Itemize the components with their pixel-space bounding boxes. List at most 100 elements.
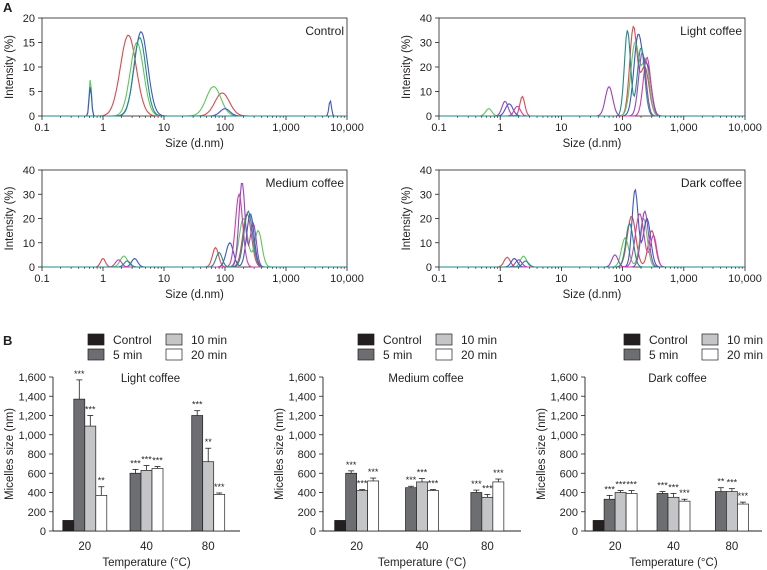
significance-label: ***: [406, 475, 417, 485]
x-tick-label: 10: [555, 273, 567, 285]
dls-chart-medium-coffee: 0.1 1 10 100 1,000 10,000 0 10 20 30 40 Size (d.nm)…: [4, 165, 364, 301]
significance-label: ***: [141, 455, 152, 465]
bar: [84, 425, 97, 532]
y-tick-label: 5: [29, 87, 35, 99]
series-line-3: [42, 31, 347, 117]
series-line-3: [439, 188, 745, 268]
x-tick-label: 10,000: [728, 122, 762, 134]
y-tick-label: 1,600: [18, 372, 46, 384]
x-tick-label: 0.1: [431, 122, 446, 134]
chart-title: Control: [305, 24, 344, 38]
series-line-1: [42, 212, 347, 268]
series-line-2: [42, 217, 347, 268]
chart-title: Light coffee: [121, 373, 180, 385]
significance-label: ***: [738, 491, 749, 501]
x-tick-label: 100: [216, 273, 234, 285]
y-tick-label: 0: [426, 111, 432, 123]
legend-label-control: Control: [113, 333, 152, 347]
y-tick-label: 30: [420, 189, 432, 201]
series-line-6: [42, 210, 347, 268]
legend-label-min5: 5 min: [383, 348, 412, 362]
legend-swatch-min5: [623, 348, 641, 361]
significance-label: ***: [727, 478, 738, 488]
x-tick-label: 40: [416, 541, 429, 553]
y-tick-label: 200: [28, 507, 46, 519]
y-tick-label: 400: [28, 488, 46, 500]
panel-b-label: B: [3, 333, 12, 348]
x-axis-label: Size (d.nm): [563, 289, 622, 301]
y-tick-label: 15: [23, 38, 35, 50]
x-axis-label: Temperature (°C): [378, 557, 466, 569]
x-tick-label: 20: [609, 541, 622, 553]
legend-swatch-min20: [165, 348, 183, 361]
y-tick-label: 600: [560, 468, 578, 480]
legend-swatch-min10: [435, 333, 453, 346]
significance-label: ***: [152, 456, 163, 466]
significance-label: ***: [615, 480, 626, 490]
y-tick-label: 0: [29, 262, 35, 274]
y-tick-label: 30: [23, 189, 35, 201]
chart-title: Dark coffee: [648, 373, 707, 385]
series-line-2: [439, 40, 745, 117]
x-tick-label: 10,000: [728, 273, 762, 285]
series-line-6: [439, 30, 745, 117]
bar: [726, 491, 738, 532]
series-line-5: [439, 56, 745, 117]
legend-swatch-control: [357, 333, 375, 346]
y-tick-label: 1,000: [288, 430, 316, 442]
y-tick-label: 40: [23, 165, 35, 177]
legend-label-min10: 10 min: [191, 333, 227, 347]
bar: [367, 480, 380, 532]
bar: [202, 461, 215, 532]
bar: [416, 481, 428, 532]
bar: [737, 503, 749, 532]
series-line-4: [42, 36, 347, 117]
y-tick-label: 0: [29, 111, 35, 123]
y-tick-label: 10: [23, 238, 35, 250]
x-tick-label: 1,000: [272, 273, 300, 285]
dls-chart-light-coffee: 0.1 1 10 100 1,000 10,000 0 10 20 30 40 Size (d.nm)…: [401, 13, 762, 150]
legend-swatch-min10: [701, 333, 719, 346]
bar: [129, 472, 142, 532]
legend-label-min20: 20 min: [191, 348, 227, 362]
y-tick-label: 40: [420, 165, 432, 177]
dls-chart-dark-coffee: 0.1 1 10 100 1,000 10,000 0 10 20 30 40 Size (d.nm)…: [401, 165, 762, 301]
bar: [405, 487, 417, 532]
x-tick-label: 20: [78, 541, 91, 553]
x-tick-label: 40: [667, 541, 680, 553]
x-tick-label: 1,000: [670, 122, 698, 134]
chart-title: Medium coffee: [388, 373, 463, 385]
bar: [614, 492, 627, 532]
y-tick-label: 10: [420, 87, 432, 99]
y-tick-label: 1,400: [18, 391, 46, 403]
bar: [625, 493, 638, 532]
series-line-6: [439, 222, 745, 268]
bar: [667, 496, 680, 532]
y-tick-label: 20: [420, 214, 432, 226]
legend-label-min10: 10 min: [727, 333, 763, 347]
x-tick-label: 1: [497, 273, 503, 285]
x-axis-label: Size (d.nm): [563, 138, 622, 150]
series-line-3: [42, 213, 347, 268]
significance-label: ***: [482, 483, 493, 493]
bar: [213, 494, 226, 532]
legend-label-min20: 20 min: [727, 348, 763, 362]
significance-label: ***: [85, 405, 96, 415]
y-tick-label: 1,600: [550, 372, 578, 384]
x-axis-label: Size (d.nm): [165, 138, 224, 150]
significance-label: ***: [346, 460, 357, 470]
legend-label-control: Control: [383, 333, 422, 347]
x-tick-label: 80: [202, 541, 215, 553]
y-tick-label: 400: [298, 488, 316, 500]
significance-label: **: [98, 476, 106, 486]
legend-label-min5: 5 min: [649, 348, 678, 362]
legend-swatch-min10: [165, 333, 183, 346]
y-tick-label: 1,600: [288, 372, 316, 384]
dls-chart-control: 0.1 1 10 100 1,000 10,000 0 5 10 15 20 Size (d.nm) I…: [4, 13, 364, 150]
significance-label: ***: [657, 481, 668, 491]
x-tick-label: 1: [100, 122, 106, 134]
y-tick-label: 0: [426, 262, 432, 274]
bar-chart-medium-coffee: 0 200 400 600 800 1,000 1,200 1,400 1,600 Micelle…: [274, 333, 521, 569]
plot-frame: [41, 17, 348, 117]
